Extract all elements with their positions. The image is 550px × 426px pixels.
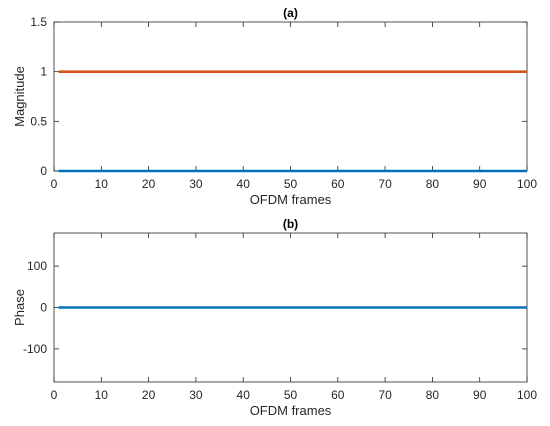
x-tick-label: 10 <box>95 388 109 402</box>
x-tick-label: 90 <box>473 177 487 191</box>
chart-title: (b) <box>283 217 298 231</box>
x-tick-label: 100 <box>517 177 537 191</box>
x-tick-label: 30 <box>189 177 203 191</box>
x-tick-label: 10 <box>95 177 109 191</box>
y-tick-label: -100 <box>23 342 47 356</box>
x-tick-label: 40 <box>237 388 251 402</box>
y-tick-label: 100 <box>27 259 47 273</box>
chart-a: 0 10 20 30 40 50 60 70 80 90 100 0 0.5 1 1.5 (a) OFDM fr… <box>12 6 537 207</box>
x-axis-label: OFDM frames <box>250 192 332 207</box>
x-tick-label: 40 <box>237 177 251 191</box>
x-tick-label: 50 <box>284 388 298 402</box>
x-tick-label: 70 <box>378 177 392 191</box>
x-tick-label: 100 <box>517 388 537 402</box>
x-axis-label: OFDM frames <box>250 403 332 418</box>
y-axis-label: Magnitude <box>12 66 27 127</box>
y-tick-label: 1 <box>40 65 47 79</box>
plot-area <box>53 21 528 172</box>
x-tick-label: 20 <box>142 388 156 402</box>
chart-b: 0 10 20 30 40 50 60 70 80 90 100 -100 0 100 (b) OFDM fr… <box>12 217 537 418</box>
x-tick-label: 50 <box>284 177 298 191</box>
x-tick-label: 60 <box>331 388 345 402</box>
x-tick-label: 30 <box>189 388 203 402</box>
x-tick-label: 0 <box>51 177 58 191</box>
x-tick-label: 70 <box>378 388 392 402</box>
y-tick-label: 0 <box>40 301 47 315</box>
x-tick-label: 20 <box>142 177 156 191</box>
x-tick-label: 90 <box>473 388 487 402</box>
y-tick-label: 1.5 <box>30 15 47 29</box>
x-tick-label: 80 <box>426 177 440 191</box>
y-tick-label: 0.5 <box>30 114 47 128</box>
y-axis-label: Phase <box>12 289 27 326</box>
x-tick-label: 60 <box>331 177 345 191</box>
chart-title: (a) <box>283 6 298 20</box>
y-tick-label: 0 <box>40 164 47 178</box>
x-tick-label: 0 <box>51 388 58 402</box>
x-tick-label: 80 <box>426 388 440 402</box>
